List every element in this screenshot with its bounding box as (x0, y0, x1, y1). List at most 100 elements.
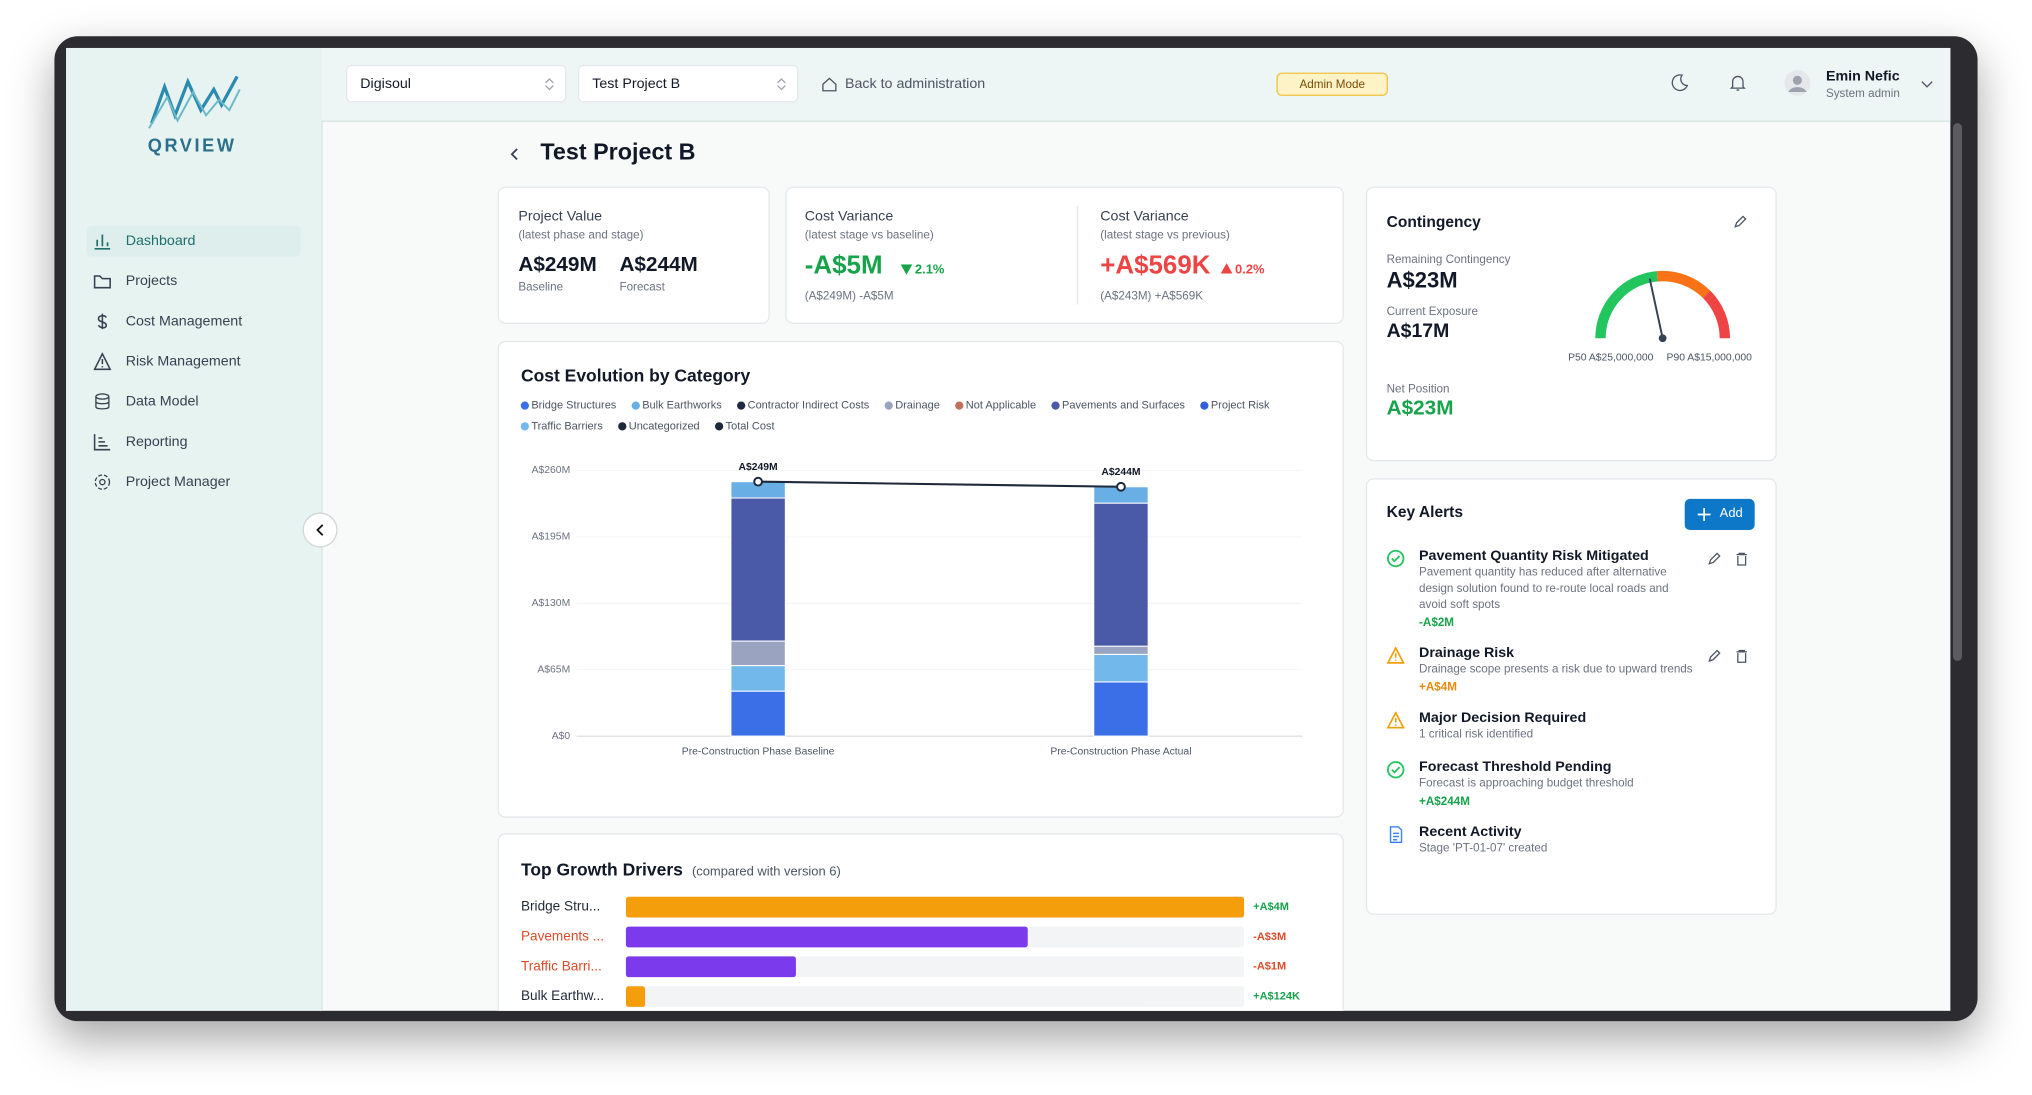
add-label: Add (1719, 506, 1743, 521)
user-menu[interactable] (1921, 79, 1934, 89)
nav-label: Projects (125, 273, 178, 289)
nav-label: Risk Management (125, 353, 241, 370)
theme-toggle[interactable] (1670, 74, 1689, 92)
variance-change: 0.2% (1235, 263, 1265, 278)
logo-text: QRVIEW (147, 134, 237, 156)
edit-icon[interactable] (1733, 214, 1749, 230)
alert-actions[interactable] (1707, 551, 1759, 567)
alert-amount: +A$4M (1419, 679, 1457, 693)
top-bar: Digisoul Test Project B Back to administ… (321, 47, 1951, 122)
alert-icon (1389, 826, 1403, 844)
user-role: System admin (1825, 86, 1900, 100)
down-arrow (900, 264, 913, 275)
alert-item: Drainage Risk Drainage scope presents a r… (1386, 645, 1747, 693)
scrollbar (1952, 123, 1963, 661)
exposure-label: Current Exposure (1386, 304, 1479, 318)
card-subtitle: (latest stage vs baseline) (804, 228, 934, 242)
nav-item[interactable]: Data Model (87, 386, 301, 417)
card-subtitle: (latest stage vs previous) (1100, 228, 1230, 242)
card-title: Cost Variance (804, 208, 894, 225)
logo-mark (148, 75, 241, 129)
remaining-label: Remaining Contingency (1386, 252, 1511, 266)
forecast-value: A$244M (619, 254, 698, 277)
alert-amount: -A$2M (1419, 614, 1455, 628)
admin-mode: Admin Mode (1299, 77, 1365, 91)
project-name: Test Project B (592, 76, 681, 93)
nav-item[interactable]: Projects (87, 266, 301, 297)
p50-label: P50 A$25,000,000 (1568, 351, 1654, 363)
up-arrow (1220, 263, 1233, 274)
forecast-label: Forecast (619, 279, 665, 293)
nav-label: Reporting (125, 434, 188, 450)
alert-title: Recent Activity (1419, 824, 1522, 840)
collapse-button[interactable] (302, 512, 338, 548)
alert-text: Pavement quantity has reduced after alte… (1419, 565, 1669, 611)
nav-item[interactable]: Cost Management (87, 306, 301, 337)
variance-detail: (A$243M) +A$569K (1100, 288, 1204, 302)
alert-icon (1386, 646, 1405, 664)
alert-text: 1 critical risk identified (1419, 727, 1534, 740)
alert-text: Stage 'PT-01-07' created (1419, 841, 1548, 855)
nav-item[interactable]: Risk Management (87, 346, 301, 377)
screen: QRVIEW Dashboard Projects Cost Managemen… (66, 47, 1951, 1011)
gauge (1595, 270, 1731, 343)
alert-icon (1387, 549, 1405, 568)
alert-amount: +A$244M (1419, 793, 1470, 807)
baseline-label: Baseline (518, 279, 564, 293)
card-title: Project Value (518, 208, 603, 225)
nav-item[interactable]: Dashboard (86, 225, 301, 257)
remaining-value: A$23M (1386, 268, 1458, 293)
card-title: Cost Variance (1100, 208, 1189, 225)
admin-badge: Admin Mode (1276, 72, 1388, 96)
notifications[interactable] (1729, 74, 1747, 92)
variance-value: -A$5M (804, 251, 883, 280)
variance-detail: (A$249M) -A$5M (804, 288, 894, 302)
variance-change: 2.1% (914, 263, 945, 278)
org-select[interactable]: Digisoul (346, 64, 567, 103)
alerts-card: Key Alerts Add Pavement Quantity Risk Mi… (1365, 478, 1777, 915)
avatar[interactable] (1784, 69, 1811, 96)
variance-value: +A$569K (1100, 251, 1211, 280)
alert-text: Forecast is approaching budget threshold (1419, 776, 1634, 790)
cost-evolution-card (497, 340, 1344, 818)
growth-drivers-card (497, 833, 1344, 1011)
variance-card: Cost Variance (latest stage vs baseline)… (785, 186, 1344, 324)
project-value-card: Project Value (latest phase and stage) A… (497, 186, 770, 324)
user-name: Emin Nefic (1825, 68, 1900, 85)
nav-label: Dashboard (125, 233, 196, 249)
contingency-card: Contingency Remaining Contingency A$23M … (1365, 186, 1777, 462)
nav-item[interactable]: Reporting (87, 426, 301, 457)
alert-item: Pavement Quantity Risk Mitigated Pavement… (1387, 548, 1747, 628)
exposure-value: A$17M (1386, 320, 1450, 343)
net-label: Net Position (1386, 382, 1450, 396)
add-button[interactable]: Add (1684, 498, 1755, 531)
alert-actions[interactable] (1707, 648, 1759, 664)
baseline-value: A$249M (518, 254, 597, 277)
alert-item: Major Decision Required 1 critical risk i… (1386, 710, 1704, 742)
back-arrow[interactable] (508, 146, 521, 162)
p90-label: P90 A$15,000,000 (1666, 351, 1752, 363)
alert-title: Major Decision Required (1419, 710, 1587, 726)
nav-item[interactable]: Project Manager (87, 467, 301, 498)
nav-label: Project Manager (125, 474, 231, 490)
page-title: Test Project B (540, 138, 696, 165)
net-value: A$23M (1386, 397, 1454, 420)
home-icon (822, 77, 837, 92)
nav-label: Data Model (125, 393, 199, 410)
org-name: Digisoul (360, 76, 411, 93)
alert-item: Forecast Threshold Pending Forecast is ap… (1387, 759, 1704, 807)
card-title: Contingency (1386, 212, 1481, 231)
back-link[interactable]: Back to administration (844, 76, 986, 93)
alert-text: Drainage scope presents a risk due to up… (1419, 662, 1693, 676)
alert-icon (1386, 711, 1405, 729)
nav-label: Cost Management (125, 313, 243, 330)
alert-title: Drainage Risk (1419, 645, 1515, 661)
card-subtitle: (latest phase and stage) (518, 228, 644, 242)
sidebar: QRVIEW Dashboard Projects Cost Managemen… (66, 47, 323, 1011)
divider (1076, 206, 1079, 305)
project-select[interactable]: Test Project B (577, 64, 799, 103)
alert-icon (1387, 761, 1405, 779)
card-title: Key Alerts (1386, 502, 1463, 521)
